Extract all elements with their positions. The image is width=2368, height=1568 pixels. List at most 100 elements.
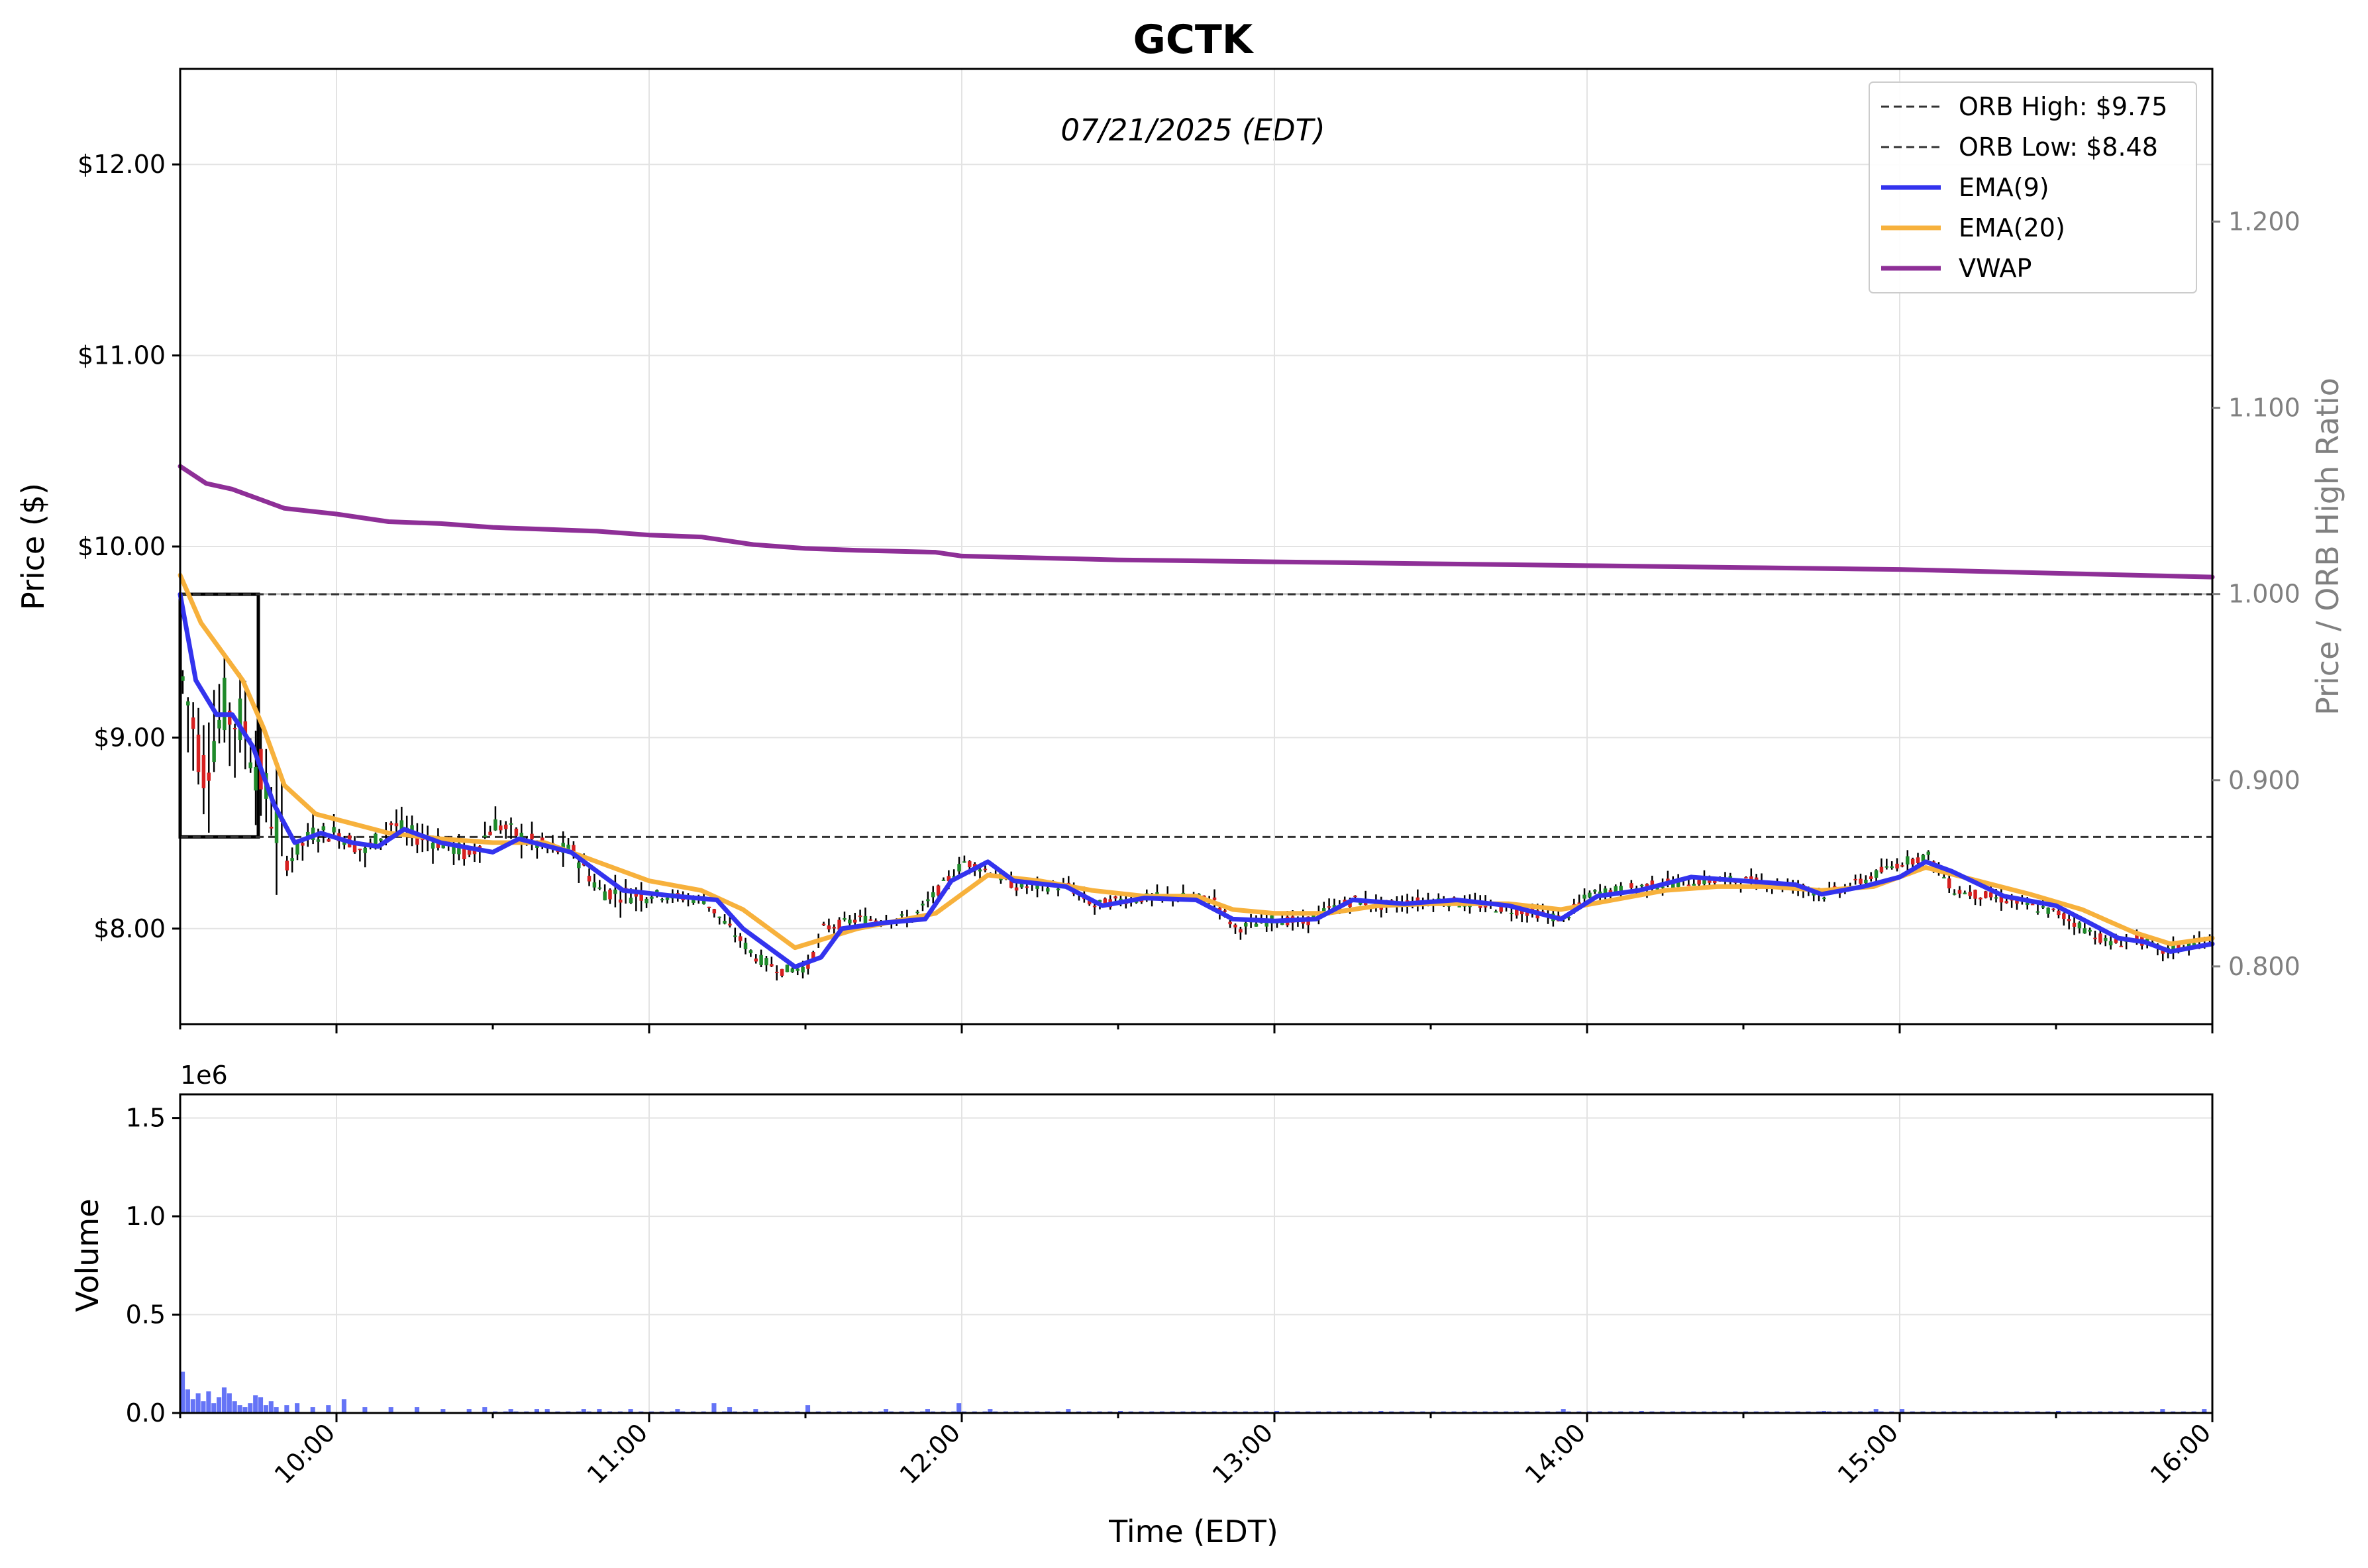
candle-body: [728, 923, 732, 926]
candle-body: [1233, 924, 1237, 928]
volume-bar: [884, 1409, 889, 1413]
candle-body: [248, 762, 252, 768]
candle-body: [629, 898, 633, 904]
candle-body: [399, 820, 404, 830]
volume-bar: [253, 1395, 258, 1413]
legend-label-3: EMA(20): [1959, 213, 2065, 242]
candle-body: [238, 698, 242, 741]
candle-body: [587, 876, 592, 882]
candle-body: [232, 727, 237, 729]
volume-bar: [195, 1393, 201, 1413]
candle-body: [1942, 877, 1946, 879]
candle-body: [1979, 898, 1982, 900]
candle-body: [1327, 906, 1331, 908]
volume-bar: [237, 1405, 242, 1413]
volume-bar: [805, 1405, 811, 1413]
candle-body: [181, 676, 185, 681]
candle-body: [978, 869, 982, 872]
chart-subtitle: 07/21/2025 (EDT): [1060, 113, 1325, 148]
candle-body: [1515, 908, 1519, 915]
candle-body: [2108, 941, 2113, 946]
legend-label-0: ORB High: $9.75: [1959, 92, 2167, 121]
candle-body: [186, 701, 190, 706]
candle-body: [290, 858, 294, 862]
candle-body: [1582, 894, 1586, 899]
candle-body: [1212, 897, 1217, 900]
candle-body: [900, 914, 904, 916]
volume-frame: [179, 1093, 2214, 1414]
candle-body: [1697, 880, 1701, 885]
candle-body: [863, 915, 868, 924]
candle-body: [493, 819, 497, 831]
candle-body: [852, 919, 857, 923]
candle-body: [915, 912, 919, 914]
volume-bar: [597, 1409, 602, 1413]
candle-body: [1906, 856, 1910, 864]
ratio-tick-label: 1.100: [2228, 393, 2300, 423]
candle-body: [843, 918, 847, 920]
candle-body: [316, 839, 321, 842]
candle-body: [701, 900, 706, 904]
candle-body: [1614, 886, 1618, 892]
candle-body: [743, 943, 748, 949]
candle-body: [472, 849, 477, 855]
volume-bar: [206, 1391, 211, 1413]
price-tick-label: $8.00: [93, 914, 166, 943]
legend-box: [1869, 81, 2197, 293]
volume-bar: [232, 1401, 237, 1413]
candle-body: [2135, 933, 2139, 941]
volume-bar: [310, 1407, 315, 1413]
candle-body: [1056, 888, 1060, 890]
volume-bar: [956, 1403, 962, 1413]
candle-body: [530, 833, 534, 839]
candle-body: [1963, 892, 1967, 894]
candle-body: [764, 958, 768, 966]
candle-body: [577, 862, 581, 868]
candle-body: [957, 864, 961, 872]
candle-body: [1916, 857, 1920, 863]
price-tick-label: $9.00: [93, 723, 166, 752]
candle-body: [1822, 898, 1826, 900]
candle-body: [1353, 896, 1357, 898]
candle-body: [1879, 866, 1884, 872]
candle-body: [1577, 902, 1581, 904]
volume-bar: [221, 1387, 227, 1413]
candle-body: [285, 861, 289, 871]
candle-body: [597, 887, 602, 889]
candle-body: [1525, 912, 1529, 916]
candle-body: [790, 968, 795, 972]
volume-bar: [295, 1403, 300, 1413]
volume-bar: [185, 1389, 190, 1413]
volume-tick-label: 0.0: [126, 1398, 166, 1428]
candle-body: [1092, 906, 1097, 908]
volume-bar: [211, 1403, 217, 1413]
ratio-tick-label: 1.200: [2228, 207, 2300, 236]
candle-body: [2093, 937, 2097, 939]
candle-body: [1025, 886, 1029, 888]
candle-body: [2057, 910, 2061, 915]
candle-body: [1603, 888, 1608, 897]
volume-bar: [581, 1409, 586, 1413]
candle-body: [389, 823, 393, 825]
candle-body: [1009, 878, 1013, 888]
candle-body: [644, 898, 648, 904]
candle-body: [774, 971, 779, 973]
candle-body: [1864, 880, 1868, 884]
candle-body: [785, 965, 790, 972]
candle-body: [1859, 878, 1863, 884]
volume-bar: [988, 1409, 993, 1413]
candle-body: [1999, 895, 2004, 903]
candle-body: [503, 824, 508, 829]
candle-body: [1494, 911, 1498, 913]
candle-body: [1952, 893, 1957, 895]
candle-body: [712, 909, 717, 914]
candle-body: [931, 892, 935, 898]
candle-body: [207, 772, 211, 781]
candle-body: [650, 896, 654, 899]
candle-body: [1321, 908, 1326, 914]
candle-body: [2187, 943, 2191, 948]
candle-body: [1629, 883, 1633, 888]
candle-body: [926, 899, 930, 902]
candle-body: [2098, 933, 2102, 943]
